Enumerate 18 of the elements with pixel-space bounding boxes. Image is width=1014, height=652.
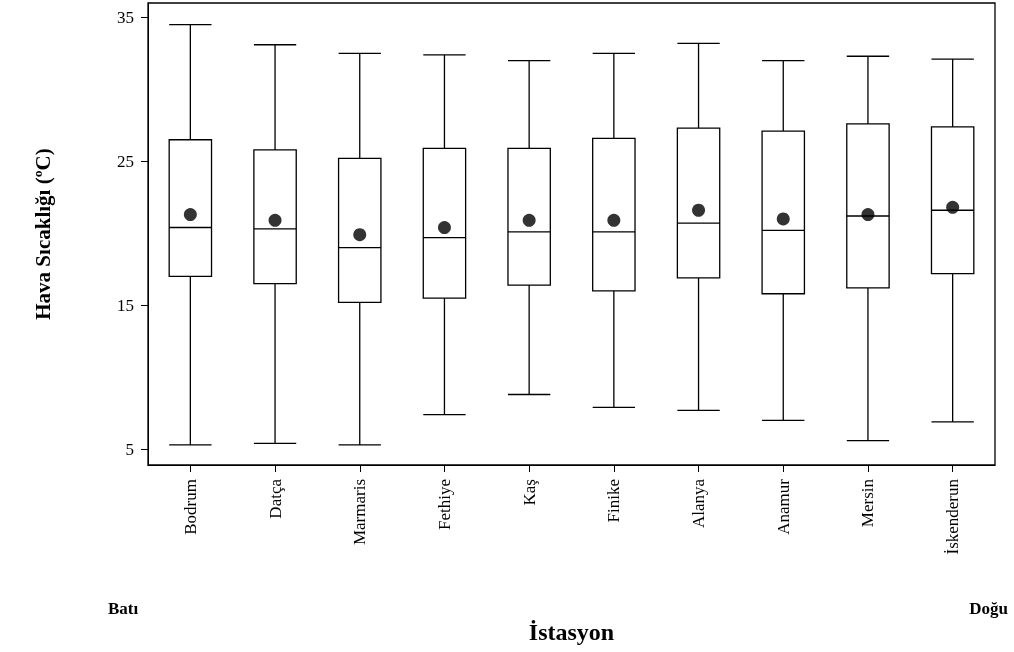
x-tick-label: Mersin [858, 478, 878, 528]
x-tick-label: Kaş [519, 479, 539, 506]
x-tick-label: Anamur [773, 478, 793, 535]
text: Doğu [969, 599, 1008, 618]
y-tick-label: 25 [117, 151, 134, 171]
x-tick-label: İskenderun [943, 478, 963, 555]
y-tick-label: 15 [117, 295, 134, 315]
x-tick-label: Fethiye [434, 479, 454, 530]
y-tick-label: 35 [117, 7, 134, 27]
y-tick-label: 5 [125, 439, 134, 459]
x-axis-title: İstasyon [528, 619, 615, 645]
x-tick-label: Datça [265, 478, 285, 519]
x-tick-label: Marmaris [350, 479, 370, 546]
x-tick-label: Alanya [689, 478, 709, 529]
x-tick-label: Bodrum [180, 479, 200, 535]
x-tick-label: Finike [604, 479, 624, 523]
text: Batı [108, 599, 139, 618]
y-axis-title: Hava Sıcaklığı (ºC) [30, 148, 55, 320]
